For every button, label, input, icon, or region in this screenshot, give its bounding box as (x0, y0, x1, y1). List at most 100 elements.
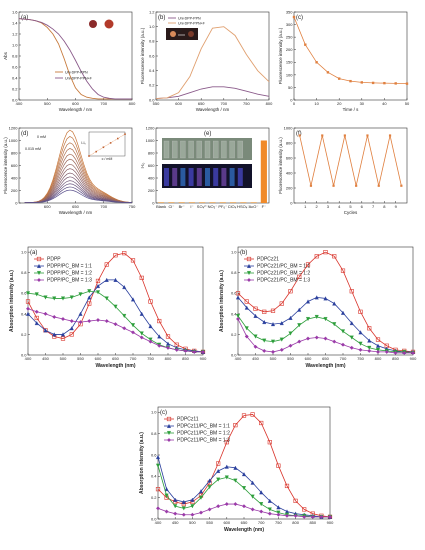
plot-frame (293, 11, 408, 101)
data-point (148, 324, 153, 329)
x-tick-label: 750 (243, 101, 250, 106)
x-axis-label: Wavelength (nm) (224, 527, 264, 533)
y-axis-label: Absorption intensity (a.u.) (219, 270, 225, 332)
data-point (358, 309, 363, 314)
y-tick-label: 0 (15, 200, 18, 205)
data-point (367, 338, 372, 343)
data-point (279, 337, 284, 342)
data-point (349, 289, 354, 294)
data-point (367, 326, 372, 331)
data-point (52, 296, 57, 301)
chart-panel-7: 400 450 500 550 600 650 700 750 800 850 900 0.0 0.2 0… (219, 246, 417, 369)
data-point (52, 332, 57, 337)
data-point (165, 341, 171, 346)
data-point (241, 472, 247, 477)
data-point (166, 437, 172, 443)
panel-label: (a) (30, 250, 37, 256)
data-point (139, 311, 144, 316)
vial (180, 140, 186, 159)
inset-point (102, 146, 105, 149)
data-point (69, 295, 74, 300)
x-tick-label: 400 (235, 356, 242, 361)
data-point (332, 339, 337, 344)
bar (250, 202, 257, 203)
x-axis-label: Wavelength (nm) (305, 363, 345, 369)
x-tick-label: 400 (25, 356, 32, 361)
data-point (198, 510, 204, 515)
data-point (326, 71, 330, 74)
data-point (367, 348, 372, 353)
data-point (253, 344, 258, 349)
data-point (292, 15, 296, 19)
data-point (314, 335, 319, 340)
y-tick-label: 0.2 (21, 332, 27, 337)
data-point (233, 502, 238, 507)
x-tick-label: 2 (315, 204, 318, 209)
data-point (377, 184, 380, 187)
data-point (166, 416, 172, 422)
data-point (343, 134, 346, 137)
y-tick-label: 0.4 (151, 474, 157, 479)
data-point (276, 510, 281, 515)
data-point (87, 319, 92, 324)
y-tick-label: 100 (286, 72, 293, 77)
series-line (24, 158, 133, 204)
y-tick-label: 0.8 (151, 431, 157, 436)
x-tick-label: 5 (349, 204, 352, 209)
data-point (246, 271, 252, 276)
data-point (25, 306, 31, 311)
data-point (157, 334, 162, 339)
legend-label: PDPCz21/PC_BM = 1:1 (257, 264, 310, 270)
data-point (25, 311, 31, 316)
data-point (284, 483, 290, 489)
data-point (113, 253, 118, 258)
x-tick-label: 30 (360, 101, 365, 106)
y-tick-label: 1000 (146, 138, 156, 143)
data-point (371, 81, 375, 85)
data-point (279, 301, 284, 306)
data-point (43, 295, 48, 300)
x-tick-label: 1 (304, 204, 307, 209)
y-tick-label: 0.4 (231, 311, 237, 316)
x-tick-label: HSO₄⁻ (237, 204, 249, 209)
x-tick-label: 700 (340, 356, 347, 361)
panel-label: (b) (158, 15, 165, 21)
data-point (366, 134, 369, 137)
y-tick-label: 0 (290, 200, 293, 205)
x-tick-label: 700 (220, 101, 227, 106)
x-tick-label: 600 (305, 356, 312, 361)
vial-uv (229, 168, 235, 186)
data-point (200, 349, 206, 354)
data-point (52, 314, 57, 319)
y-tick-label: 0.6 (149, 53, 155, 58)
data-point (276, 505, 281, 510)
x-axis-label: Wavelength / nm (59, 210, 93, 215)
legend-label: PDPCz11/PC_BM = 1:2 (177, 431, 230, 437)
y-tick-label: 300 (286, 22, 293, 27)
y-axis-label: Fluorescence intensity (a.u.) (278, 137, 283, 194)
x-tick-label: 700 (130, 356, 137, 361)
data-point (130, 323, 136, 328)
y-tick-label: 150 (286, 60, 293, 65)
data-point (315, 61, 318, 64)
x-tick-label: 10 (314, 101, 319, 106)
data-point (309, 184, 313, 187)
y-tick-label: 0.2 (149, 83, 155, 88)
x-axis-label: Wavelength / nm (59, 107, 93, 112)
chart-panel-2: 0 10 20 30 40 50 0 50 100 150 200 250 300 350 Time / s… (278, 9, 410, 112)
data-point (69, 332, 74, 337)
x-tick-label: SO₄²⁻ (197, 204, 208, 209)
x-tick-label: 500 (189, 520, 196, 525)
x-tick-label: 400 (155, 520, 162, 525)
data-point (319, 514, 324, 519)
x-tick-label: 800 (266, 101, 273, 106)
data-point (233, 465, 238, 470)
data-point (288, 315, 293, 320)
data-point (375, 343, 381, 348)
chart-panel-8: 400 450 500 550 600 650 700 750 800 850 900 0.0 0.2 0… (139, 406, 334, 533)
inset-point (109, 142, 112, 144)
x-tick-label: 500 (60, 356, 67, 361)
x-tick-label: 500 (44, 101, 51, 106)
data-point (297, 339, 302, 344)
data-point (246, 256, 252, 262)
